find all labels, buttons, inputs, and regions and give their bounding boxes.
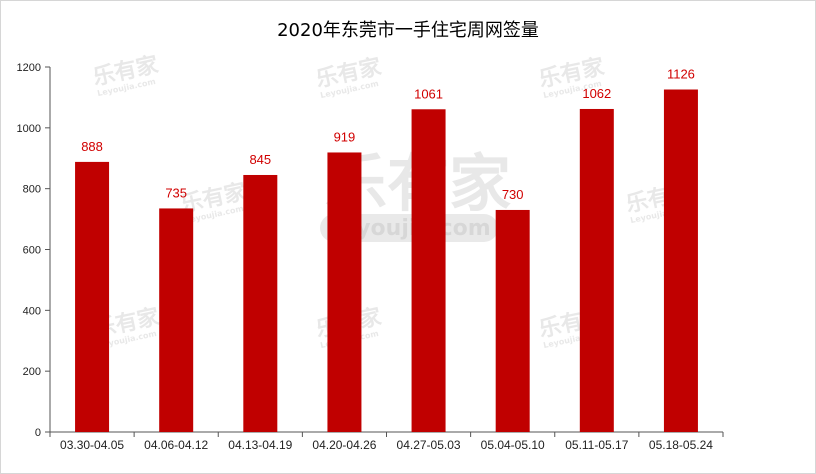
data-label: 888 xyxy=(81,139,103,154)
x-tick-label: 05.18-05.24 xyxy=(649,438,713,452)
watermark-domain-pill xyxy=(320,214,498,242)
data-label: 1062 xyxy=(582,86,611,101)
chart-title: 2020年东莞市一手住宅周网签量 xyxy=(277,20,539,41)
y-tick-label: 1200 xyxy=(17,62,41,74)
y-tick-label: 200 xyxy=(23,366,41,378)
data-label: 845 xyxy=(249,152,271,167)
data-label: 919 xyxy=(334,129,356,144)
bars xyxy=(75,89,698,433)
data-label: 1126 xyxy=(667,67,695,82)
data-label: 735 xyxy=(165,185,187,200)
x-tick-label: 04.27-05.03 xyxy=(397,438,461,452)
y-tick-label: 400 xyxy=(23,305,41,317)
data-label: 730 xyxy=(502,187,524,202)
y-tick-label: 1000 xyxy=(17,123,41,135)
axes: 0 200 400 600 800 1000 1200 03.30-04.05 04.06-04… xyxy=(17,62,724,452)
x-tick-label: 05.04-05.10 xyxy=(481,438,545,452)
x-tick-label: 04.06-04.12 xyxy=(144,438,208,452)
bar xyxy=(579,108,614,432)
data-label: 1061 xyxy=(414,86,443,101)
bar xyxy=(663,89,698,432)
bar xyxy=(327,152,362,433)
bar xyxy=(495,209,530,432)
x-tick-label: 04.13-04.19 xyxy=(228,438,292,452)
y-tick-label: 600 xyxy=(23,245,41,257)
bar xyxy=(243,174,278,432)
x-tick-label: 04.20-04.26 xyxy=(312,438,376,452)
x-tick-label: 03.30-04.05 xyxy=(60,438,124,452)
x-tick-label: 05.11-05.17 xyxy=(565,438,628,452)
y-tick-label: 0 xyxy=(35,427,41,439)
data-labels: 888 735 845 919 1061 730 1062 1126 xyxy=(81,67,695,202)
bar xyxy=(411,109,446,432)
bar xyxy=(75,161,110,432)
bar xyxy=(159,208,194,432)
y-tick-label: 800 xyxy=(23,184,41,196)
